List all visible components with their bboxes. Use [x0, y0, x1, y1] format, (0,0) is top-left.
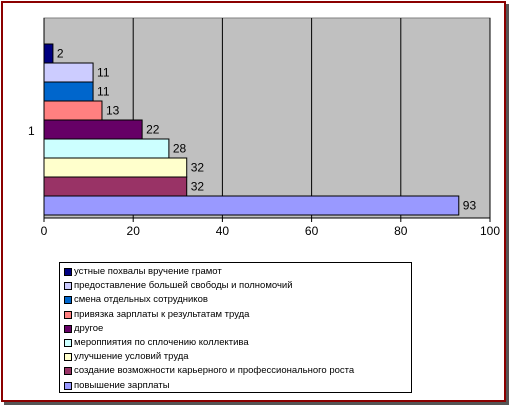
x-tick-label: 60 — [305, 224, 319, 238]
legend-label: другое — [74, 322, 104, 334]
legend-label: устные похвалы вручение грамот — [74, 266, 222, 277]
legend-swatch — [64, 353, 72, 362]
legend-item: повышение зарплаты — [60, 379, 411, 393]
legend-label: создание возможности карьерного и профес… — [74, 365, 355, 377]
legend-item: мероппиятия по сплочению коллектива — [60, 336, 411, 350]
data-labels: 2 11 11 13 22 28 32 32 93 — [57, 47, 477, 213]
x-tick-label: 40 — [216, 224, 230, 238]
legend-swatch — [64, 381, 72, 390]
legend: устные похвалы вручение грамот предоставл… — [59, 262, 412, 393]
bar-value-label: 2 — [57, 47, 64, 61]
bar — [43, 100, 103, 121]
bar-value-label: 11 — [97, 66, 110, 80]
bar-value-label: 13 — [106, 104, 120, 118]
legend-label: предоставление большей свободы и полномо… — [74, 280, 293, 292]
bar-value-label: 22 — [146, 123, 160, 137]
bar — [43, 195, 460, 216]
x-tick-label: 20 — [127, 224, 141, 238]
legend-label: привязка зарплаты к результатам труда — [74, 308, 250, 320]
legend-swatch — [64, 367, 72, 376]
bar-value-label: 11 — [97, 85, 110, 99]
bar-value-label: 93 — [463, 199, 477, 213]
bar — [43, 176, 188, 197]
legend-item: другое — [60, 322, 411, 336]
bar-value-label: 32 — [191, 161, 205, 175]
bar — [43, 119, 143, 140]
legend-item: предоставление большей свободы и полномо… — [60, 279, 411, 293]
bar — [43, 138, 170, 159]
bar-value-label: 28 — [173, 142, 187, 156]
legend-label: повышение зарплаты — [74, 379, 170, 391]
legend-swatch — [64, 324, 72, 333]
legend-item: улучшение условий труда — [60, 350, 411, 364]
legend-label: смена отдельных сотрудников — [74, 294, 208, 306]
legend-label: мероппиятия по сплочению коллектива — [74, 336, 249, 348]
legend-label: улучшение условий труда — [74, 351, 189, 363]
legend-swatch — [64, 296, 72, 305]
x-axis: 0 20 40 60 80 100 — [41, 18, 500, 238]
bar — [43, 157, 188, 178]
legend-swatch — [64, 338, 72, 347]
x-tick-label: 100 — [480, 224, 500, 238]
gridlines — [132, 18, 491, 218]
x-tick-label: 80 — [394, 224, 408, 238]
x-tick-label: 0 — [41, 224, 48, 238]
legend-item: создание возможности карьерного и профес… — [60, 364, 411, 378]
bar — [43, 43, 54, 64]
legend-item: привязка зарплаты к результатам труда — [60, 308, 411, 322]
bars — [43, 43, 460, 216]
bar — [43, 81, 94, 102]
bar — [43, 62, 94, 83]
legend-item: устные похвалы вручение грамот — [60, 265, 411, 279]
category-label: 1 — [28, 124, 35, 138]
legend-item: смена отдельных сотрудников — [60, 293, 411, 307]
bar-value-label: 32 — [191, 180, 205, 194]
legend-swatch — [64, 268, 72, 276]
legend-swatch — [64, 310, 72, 319]
legend-swatch — [64, 282, 72, 291]
